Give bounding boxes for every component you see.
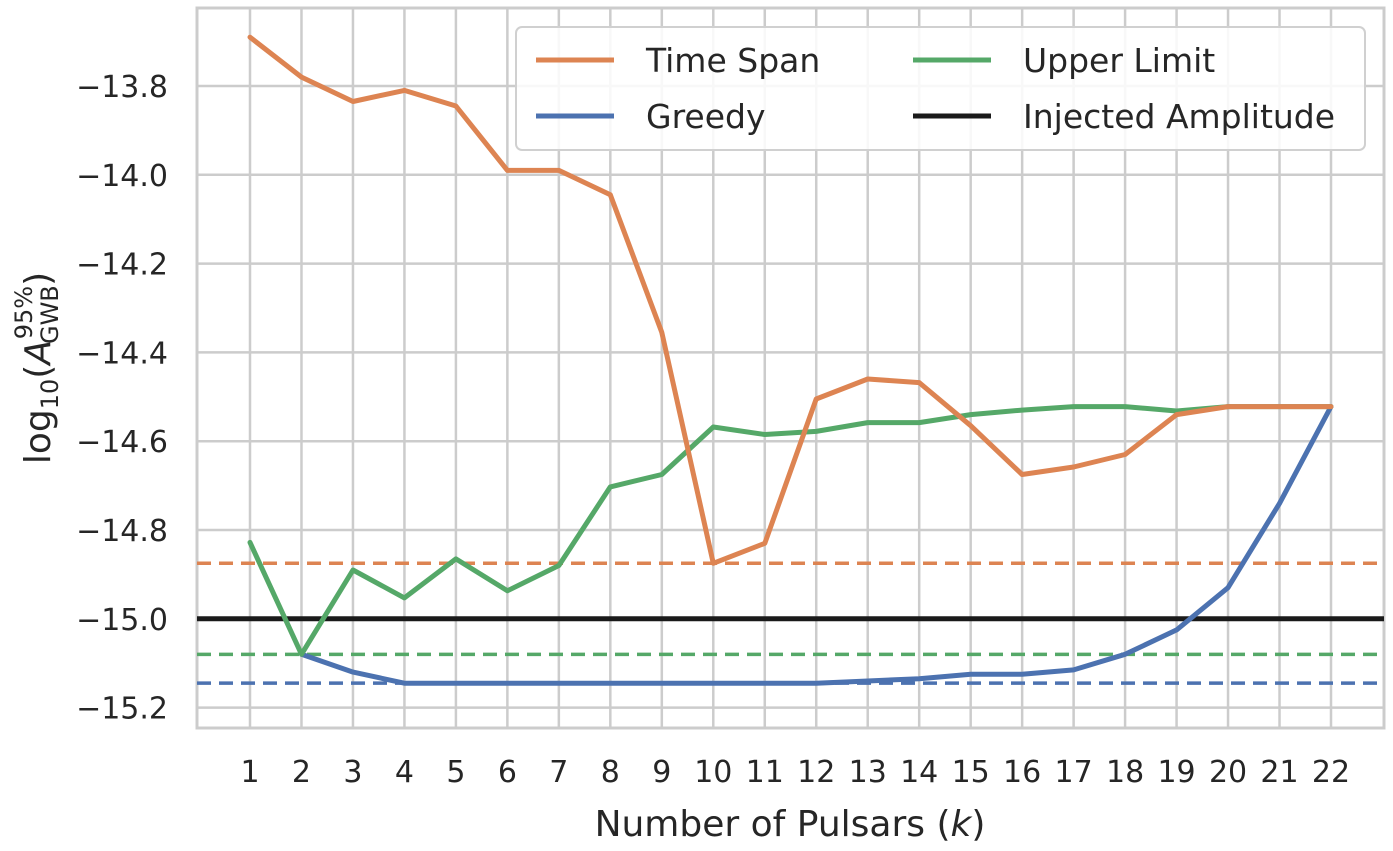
x-tick-label: 11 [746, 755, 784, 790]
legend-label: Upper Limit [1023, 41, 1215, 80]
y-axis-title: log10(AGWB95%) [10, 272, 64, 464]
x-tick-label: 15 [952, 755, 990, 790]
series-upper-limit-line [247, 404, 1334, 657]
legend-label: Greedy [646, 97, 766, 136]
x-tick-label: 12 [797, 755, 835, 790]
y-tick-label: −14.4 [76, 336, 168, 371]
legend-label: Time Span [645, 41, 820, 80]
x-tick-label: 7 [549, 755, 568, 790]
x-tick-label: 4 [395, 755, 414, 790]
x-tick-label: 5 [446, 755, 465, 790]
x-axis-title: Number of Pulsars (k) [595, 804, 986, 845]
y-tick-label: −14.8 [76, 514, 168, 549]
x-tick-label: 6 [498, 755, 517, 790]
x-tick-label: 22 [1312, 755, 1350, 790]
legend-frame [515, 26, 1366, 151]
y-tick-label: −14.0 [76, 159, 168, 194]
y-tick-label: −15.2 [76, 692, 168, 727]
x-tick-label: 1 [240, 755, 259, 790]
x-tick-label: 9 [652, 755, 671, 790]
x-tick-label: 14 [900, 755, 938, 790]
series-lines [197, 34, 1384, 686]
x-tick-label: 10 [694, 755, 732, 790]
series-time-span-line [247, 34, 1334, 566]
y-tick-labels: −13.8 −14.0 −14.2 −14.4 −14.6 −14.8 −15.0 −15.2 [76, 70, 168, 727]
legend-label: Injected Amplitude [1023, 97, 1335, 136]
plot-frame [195, 6, 1386, 730]
x-tick-label: 21 [1260, 755, 1298, 790]
x-tick-labels: 1 2 3 4 5 6 7 8 9 10 11 12 13 14 15 16 17 18 19 20 21 22 [240, 755, 1350, 790]
x-tick-label: 3 [343, 755, 362, 790]
x-tick-label: 18 [1106, 755, 1144, 790]
x-tick-label: 19 [1157, 755, 1195, 790]
x-tick-label: 16 [1003, 755, 1041, 790]
series-greedy-line [299, 404, 1334, 686]
x-tick-label: 13 [849, 755, 887, 790]
y-tick-label: −15.0 [76, 603, 168, 638]
x-tick-label: 17 [1055, 755, 1093, 790]
y-tick-label: −13.8 [76, 70, 168, 105]
x-tick-label: 2 [292, 755, 311, 790]
y-tick-label: −14.6 [76, 425, 168, 460]
x-tick-label: 20 [1209, 755, 1247, 790]
legend: Time Span Greedy Upper Limit Injected Ampli… [515, 26, 1366, 151]
y-tick-label: −14.2 [76, 248, 168, 283]
x-tick-label: 8 [601, 755, 620, 790]
